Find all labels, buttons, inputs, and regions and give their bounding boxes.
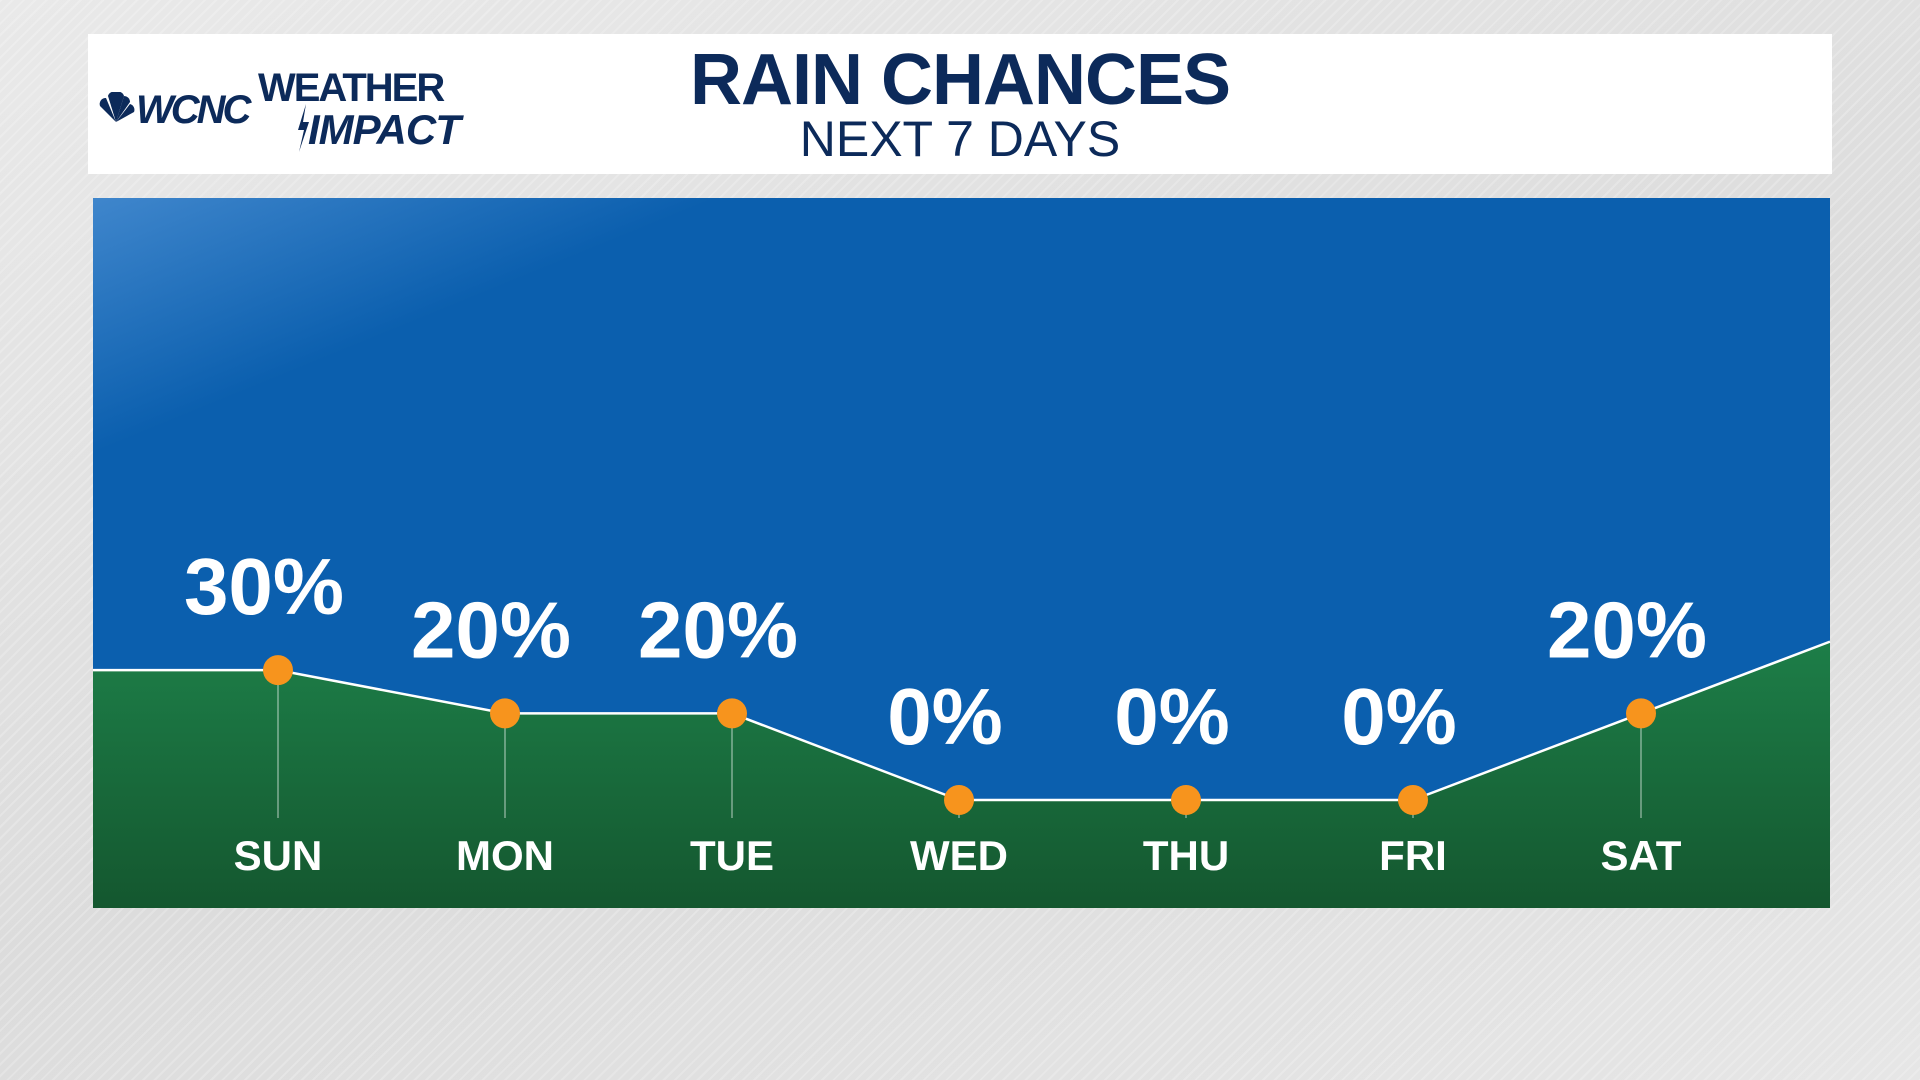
day-label-fri: FRI (1379, 832, 1447, 879)
value-label-fri: 0% (1341, 672, 1457, 761)
data-point-fri (1398, 785, 1428, 815)
data-point-sat (1626, 698, 1656, 729)
day-label-thu: THU (1143, 832, 1229, 879)
chart-title: RAIN CHANCES (689, 40, 1231, 120)
day-label-wed: WED (910, 832, 1008, 879)
day-label-sat: SAT (1601, 832, 1682, 879)
logo-weather-text: WEATHER (258, 66, 445, 110)
station-logo: WCNC WEATHER IMPACT (96, 64, 516, 154)
data-point-mon (490, 698, 520, 729)
day-label-mon: MON (456, 832, 554, 879)
value-label-sat: 20% (1547, 585, 1707, 674)
chart-subtitle: NEXT 7 DAYS (799, 111, 1121, 167)
rain-area-fill (93, 641, 1830, 908)
data-point-tue (717, 698, 747, 729)
value-label-tue: 20% (638, 585, 798, 674)
value-label-wed: 0% (887, 672, 1003, 761)
value-label-thu: 0% (1114, 672, 1230, 761)
logo-impact-text: IMPACT (308, 106, 461, 153)
data-point-wed (944, 785, 974, 815)
data-point-sun (263, 655, 293, 686)
value-label-mon: 20% (411, 585, 571, 674)
lightning-bolt-icon (298, 104, 309, 152)
day-label-tue: TUE (690, 832, 774, 879)
peacock-icon (99, 92, 135, 122)
header-bar (88, 34, 1832, 174)
day-label-sun: SUN (234, 832, 323, 879)
data-point-thu (1171, 785, 1201, 815)
value-label-sun: 30% (184, 542, 344, 631)
logo-station-text: WCNC (136, 88, 251, 132)
